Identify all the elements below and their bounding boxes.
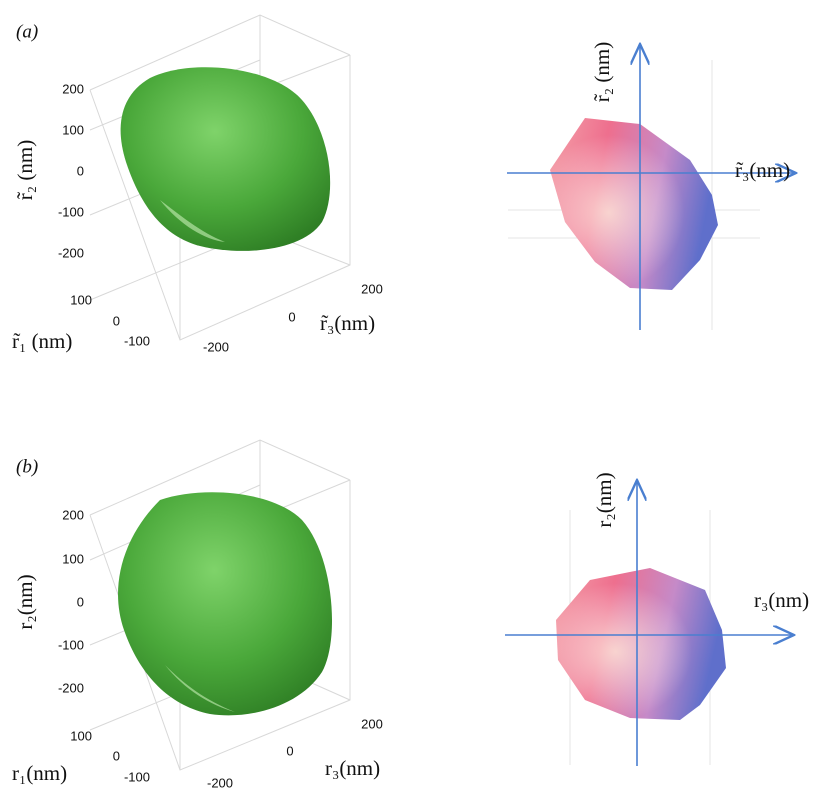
z-tick-label: 100 <box>62 551 84 566</box>
x-tick-label: -100 <box>124 333 150 348</box>
z-axis-label: r₂(nm) <box>13 574 37 629</box>
x-axis-label: r̃₁ (nm) <box>12 329 72 353</box>
particle-3d <box>120 67 331 251</box>
x-tick-label: -100 <box>124 769 150 784</box>
x-tick-label: 100 <box>70 292 92 307</box>
horizontal-axis-label: r̃₃(nm) <box>735 158 790 182</box>
projection-shading <box>556 568 726 720</box>
z-axis-label: r̃₂ (nm) <box>13 140 37 200</box>
x-axis-label: r₁(nm) <box>12 761 67 785</box>
y-axis-label: r̃₃(nm) <box>320 311 375 335</box>
y-tick-label: 200 <box>361 281 383 296</box>
vertical-axis-label: r₂(nm) <box>592 472 616 527</box>
x-tick-label: 0 <box>113 313 120 328</box>
z-tick-label: -200 <box>58 245 84 260</box>
z-tick-label: 200 <box>62 507 84 522</box>
x-tick-label: 100 <box>70 728 92 743</box>
panel-a: (a) r̃₂ (nm) r̃₃(nm) r̃₂ (nm) r̃₁ (nm) r… <box>12 14 796 353</box>
particle-3d <box>118 492 333 716</box>
y-tick-label: 200 <box>361 716 383 731</box>
panel-label: (b) <box>16 456 38 477</box>
y-tick-label: -200 <box>203 339 229 354</box>
horizontal-axis-label: r₃(nm) <box>754 588 809 612</box>
z-tick-label: -100 <box>58 637 84 652</box>
y-tick-label: 0 <box>286 743 293 758</box>
z-tick-label: -100 <box>58 204 84 219</box>
z-tick-label: 0 <box>77 594 84 609</box>
z-tick-label: -200 <box>58 680 84 695</box>
projection-shading <box>550 118 718 290</box>
panel-label: (a) <box>16 21 38 42</box>
panel-b: (b) r₂(nm) r₃(nm) r₂(nm) r₁(nm) r₃(nm) <box>12 439 809 785</box>
y-tick-label: -200 <box>207 775 233 790</box>
y-axis-label: r₃(nm) <box>325 756 380 780</box>
z-tick-label: 0 <box>77 163 84 178</box>
z-tick-label: 200 <box>62 81 84 96</box>
z-tick-label: 100 <box>62 122 84 137</box>
vertical-axis-label: r̃₂ (nm) <box>590 42 614 102</box>
y-tick-label: 0 <box>288 309 295 324</box>
x-tick-label: 0 <box>113 748 120 763</box>
